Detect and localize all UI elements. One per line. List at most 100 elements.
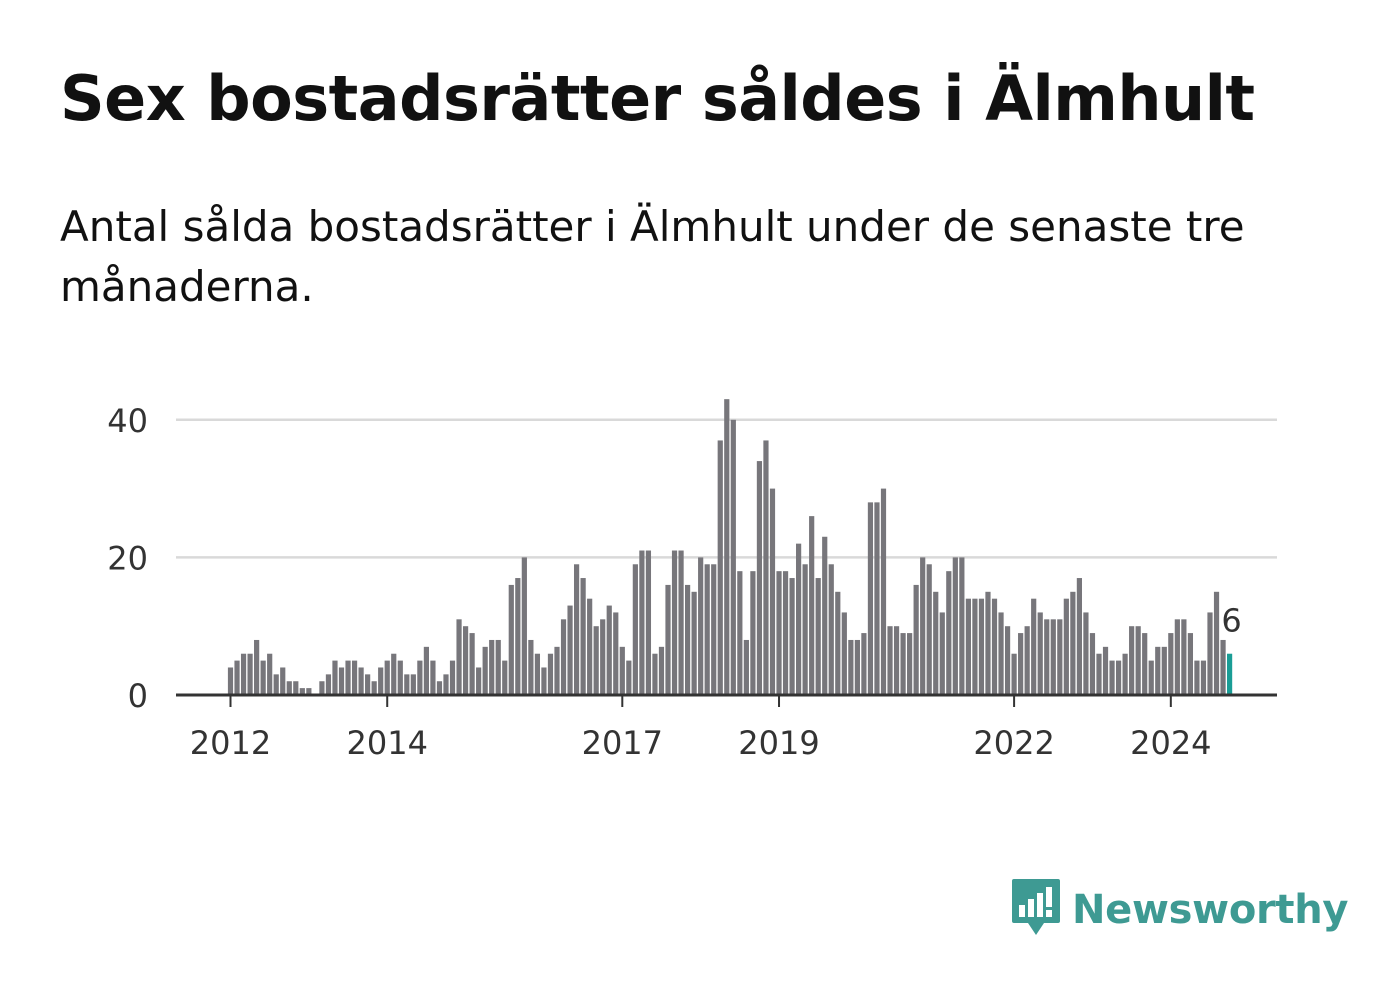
bar: [306, 688, 312, 695]
bar: [1018, 633, 1024, 695]
bar: [351, 660, 358, 695]
page-title: Sex bostadsrätter såldes i Älmhult: [60, 62, 1255, 135]
bar: [1148, 660, 1154, 695]
bar: [338, 667, 345, 695]
bar: [469, 633, 475, 695]
bar: [698, 557, 704, 695]
bar: [606, 605, 612, 695]
bar: [998, 612, 1004, 695]
bar: [534, 653, 541, 695]
bar: [737, 571, 743, 695]
x-tick-label: 2014: [347, 724, 428, 762]
bar: [848, 639, 854, 695]
bar: [665, 584, 671, 695]
bar: [299, 688, 305, 695]
bar: [587, 598, 593, 695]
y-tick-label: 40: [107, 402, 148, 440]
x-tick-label: 2019: [738, 724, 819, 762]
bar: [260, 660, 266, 695]
bar: [410, 674, 416, 695]
bar: [1050, 619, 1056, 695]
bar: [1142, 633, 1148, 695]
bar: [1109, 660, 1115, 695]
bar: [724, 399, 730, 695]
bar: [1135, 626, 1141, 695]
bar: [384, 660, 390, 695]
bar: [391, 653, 397, 695]
bar: [1122, 653, 1128, 695]
bar: [319, 681, 325, 695]
bar: [449, 660, 456, 695]
bar: [1155, 646, 1161, 695]
bar: [874, 502, 880, 695]
bar: [711, 564, 717, 695]
bar: [267, 653, 273, 695]
bar: [332, 660, 338, 695]
bar: [541, 667, 547, 695]
bar: [743, 639, 749, 695]
bar: [1220, 639, 1226, 695]
bar: [893, 626, 900, 695]
bar: [626, 660, 632, 695]
bar: [1089, 633, 1096, 695]
bar: [325, 674, 332, 695]
bar: [1174, 619, 1180, 695]
y-tick-label: 0: [128, 677, 148, 715]
bar: [397, 660, 403, 695]
bar: [835, 591, 841, 695]
bar: [423, 646, 429, 695]
bar: [1063, 598, 1069, 695]
bar: [619, 646, 625, 695]
bar: [691, 591, 697, 695]
bar: [476, 667, 482, 695]
bar: [515, 578, 521, 695]
page-subtitle: Antal sålda bostadsrätter i Älmhult unde…: [60, 202, 1245, 311]
bar: [273, 674, 279, 695]
bar: [1187, 633, 1194, 695]
bar: [286, 681, 292, 695]
bar: [1057, 619, 1063, 695]
bar: [254, 639, 260, 695]
bar: [730, 419, 736, 695]
bar: [907, 633, 913, 695]
bar: [436, 681, 443, 695]
bar: [1024, 626, 1030, 695]
bar: [867, 502, 874, 695]
labels: 0 20 40 2012 2014 2017 2019 2022 2024 6: [107, 402, 1245, 762]
brand-name: Newsworthy: [1072, 887, 1349, 933]
bar: [769, 488, 776, 695]
x-tick-label: 2017: [582, 724, 663, 762]
bar: [560, 619, 567, 695]
bar: [946, 571, 952, 695]
bar: [1115, 660, 1122, 695]
bar: [1096, 653, 1102, 695]
bar: [685, 584, 691, 695]
bar: [600, 619, 606, 695]
bar: [365, 674, 371, 695]
bar: [495, 639, 501, 695]
bar: [240, 653, 247, 695]
bar: [521, 557, 527, 695]
bar: [443, 674, 449, 695]
bar: [247, 653, 253, 695]
bar-chart: 0 20 40 2012 2014 2017 2019 2022 2024 6: [107, 399, 1277, 762]
bar: [528, 639, 534, 695]
bar: [482, 646, 488, 695]
bar: [554, 646, 560, 695]
bar: [776, 571, 782, 695]
bar: [704, 564, 710, 695]
bar: [417, 660, 423, 695]
bar: [280, 667, 286, 695]
bar: [887, 626, 893, 695]
bar: [802, 564, 808, 695]
bar: [854, 639, 860, 695]
x-tick-label: 2012: [190, 724, 271, 762]
bar: [1044, 619, 1050, 695]
bar: [652, 653, 658, 695]
bar: [841, 612, 847, 695]
bar: [782, 571, 789, 695]
bar: [593, 626, 599, 695]
bar: [573, 564, 580, 695]
highlight-value-label: 6: [1221, 602, 1241, 640]
bar: [809, 516, 815, 695]
